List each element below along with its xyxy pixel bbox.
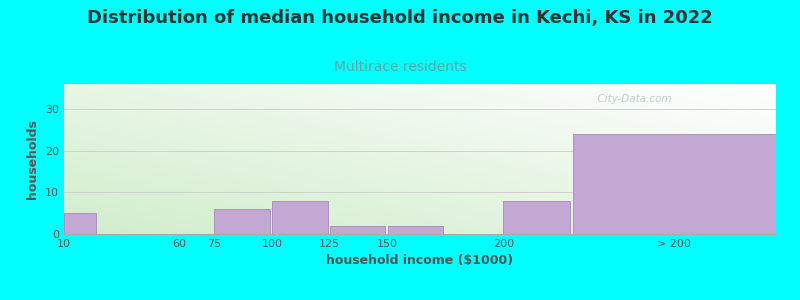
X-axis label: household income ($1000): household income ($1000) <box>326 254 514 267</box>
Y-axis label: households: households <box>26 119 39 199</box>
Text: Distribution of median household income in Kechi, KS in 2022: Distribution of median household income … <box>87 9 713 27</box>
Bar <box>503 201 570 234</box>
Bar <box>573 134 776 234</box>
Bar <box>388 226 443 234</box>
Bar <box>64 213 96 234</box>
Text: City-Data.com: City-Data.com <box>591 94 671 104</box>
Bar <box>272 201 327 234</box>
Text: Multirace residents: Multirace residents <box>334 60 466 74</box>
Bar <box>330 226 386 234</box>
Bar <box>214 209 270 234</box>
